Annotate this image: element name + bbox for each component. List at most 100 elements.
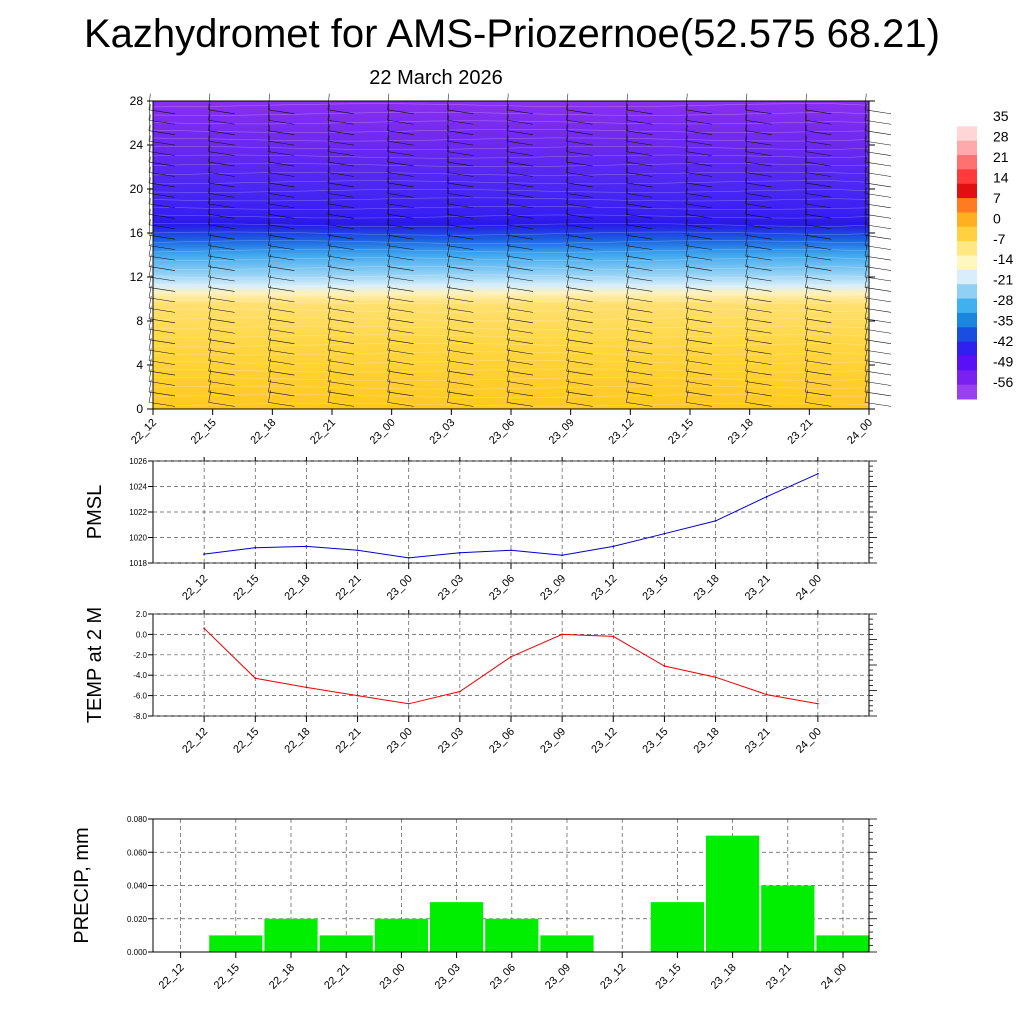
precip-bar: [650, 902, 704, 952]
wind-barb-shaft: [447, 328, 474, 334]
x-tick-label: 24_00: [819, 962, 849, 992]
wind-barb-shaft: [805, 140, 832, 146]
wind-barb-flag: [447, 145, 449, 163]
profile-x-tick-label: 23_21: [785, 417, 815, 447]
wind-barb-shaft: [208, 318, 235, 324]
wind-barb-shaft: [268, 130, 295, 135]
contour-line: [152, 248, 870, 253]
wind-barb-flag: [626, 208, 628, 225]
wind-barb-shaft: [447, 360, 474, 365]
y-tick-label: -8.0: [133, 712, 147, 721]
wind-barb-flag: [387, 104, 390, 121]
wind-barb-flag: [745, 219, 748, 236]
wind-barb-flag: [805, 145, 807, 163]
wind-barb-flag: [506, 187, 509, 204]
wind-barb-shaft: [685, 297, 713, 303]
colorbar-label: -14: [993, 251, 1013, 267]
series-point: [663, 665, 666, 667]
wind-barb-flag: [805, 93, 807, 110]
wind-barb-shaft: [327, 182, 355, 188]
y-tick-label: 0.0: [136, 630, 148, 639]
wind-barb-flag: [685, 156, 688, 173]
precip-bar: [374, 918, 428, 952]
wind-barb-shaft: [566, 287, 593, 292]
x-tick-label: 23_00: [385, 573, 415, 603]
colorbar-label: -7: [993, 231, 1006, 247]
wind-barb-flag: [864, 198, 867, 215]
wind-barb-shaft: [566, 130, 593, 135]
x-tick-label: 23_06: [487, 573, 517, 603]
wind-barb-shaft: [327, 328, 355, 334]
wind-barb-shaft: [566, 381, 593, 386]
wind-barb-shaft: [387, 140, 414, 146]
wind-barb-shaft: [268, 391, 295, 397]
wind-barb-shaft: [685, 109, 713, 115]
contour-line: [152, 231, 870, 236]
series-point: [458, 551, 461, 554]
wind-barb-shaft: [805, 308, 832, 313]
wind-barb-flag: [685, 104, 688, 121]
wind-barb-flag: [805, 135, 807, 152]
x-tick-label: 23_12: [589, 573, 619, 603]
wind-barb-shaft: [447, 339, 474, 344]
wind-barb-flag: [566, 208, 569, 225]
wind-barb-shaft: [566, 276, 593, 282]
wind-barb-shaft: [387, 245, 414, 250]
wind-barb-shaft: [685, 276, 713, 282]
wind-barb-shaft: [387, 318, 414, 324]
wind-barb-flag: [447, 114, 449, 131]
wind-barb-shaft: [745, 308, 772, 313]
wind-barb-shaft: [387, 109, 414, 115]
contour-line: [152, 394, 869, 398]
wind-barb-shaft: [208, 109, 235, 115]
wind-barb-shaft: [268, 203, 295, 209]
wind-barb-flag: [327, 104, 330, 121]
wind-barb-shaft: [685, 308, 713, 313]
y-tick-label: 0.000: [127, 948, 148, 957]
wind-barb-flag: [626, 219, 628, 236]
x-tick-label: 23_09: [538, 573, 568, 603]
wind-barb-shaft: [745, 224, 772, 230]
wind-barb-shaft: [327, 339, 355, 344]
series-point: [816, 472, 819, 475]
series-point: [407, 702, 410, 705]
wind-barb-flag: [447, 177, 449, 194]
wind-barb-shaft: [387, 203, 414, 209]
page-title: Kazhydromet for AMS-Priozernoe(52.575 68…: [84, 12, 940, 56]
wind-barb-flag: [268, 135, 270, 152]
wind-barb-shaft: [268, 360, 295, 365]
wind-barb-shaft: [447, 214, 474, 219]
wind-barb-shaft: [626, 245, 653, 250]
wind-barb-shaft: [387, 193, 414, 198]
wind-barb-shaft: [506, 287, 534, 292]
wind-barb-shaft: [208, 370, 235, 376]
x-tick-label: 22_18: [282, 573, 312, 603]
x-tick-label: 23_12: [589, 726, 619, 756]
wind-barb-flag: [327, 114, 330, 131]
x-tick-label: 22_12: [157, 962, 187, 992]
wind-barb-flag: [447, 219, 449, 236]
wind-barb-flag: [387, 187, 390, 204]
x-tick-label: 23_06: [488, 962, 518, 992]
wind-barb-shaft: [745, 266, 772, 271]
wind-barb-shaft: [506, 109, 534, 115]
series-point: [305, 545, 308, 548]
wind-barb-shaft: [268, 245, 295, 250]
x-tick-label: 22_21: [334, 726, 364, 756]
wind-barb-flag: [745, 135, 748, 152]
wind-barb-flag: [268, 104, 270, 121]
x-tick-label: 22_21: [334, 573, 364, 603]
wind-barb-shaft: [805, 161, 832, 167]
wind-barb-flag: [805, 198, 807, 215]
wind-barb-flag: [268, 93, 270, 110]
series-point: [458, 690, 461, 693]
wind-barb-shaft: [327, 349, 355, 355]
wind-barb-shaft: [506, 172, 534, 177]
wind-barb-flag: [506, 114, 509, 131]
colorbar-swatch: [957, 198, 977, 213]
wind-barb-flag: [506, 93, 509, 110]
wind-barb-shaft: [566, 140, 593, 146]
wind-barb-shaft: [745, 182, 772, 188]
wind-barb-flag: [745, 166, 748, 183]
wind-barb-shaft: [506, 234, 534, 240]
